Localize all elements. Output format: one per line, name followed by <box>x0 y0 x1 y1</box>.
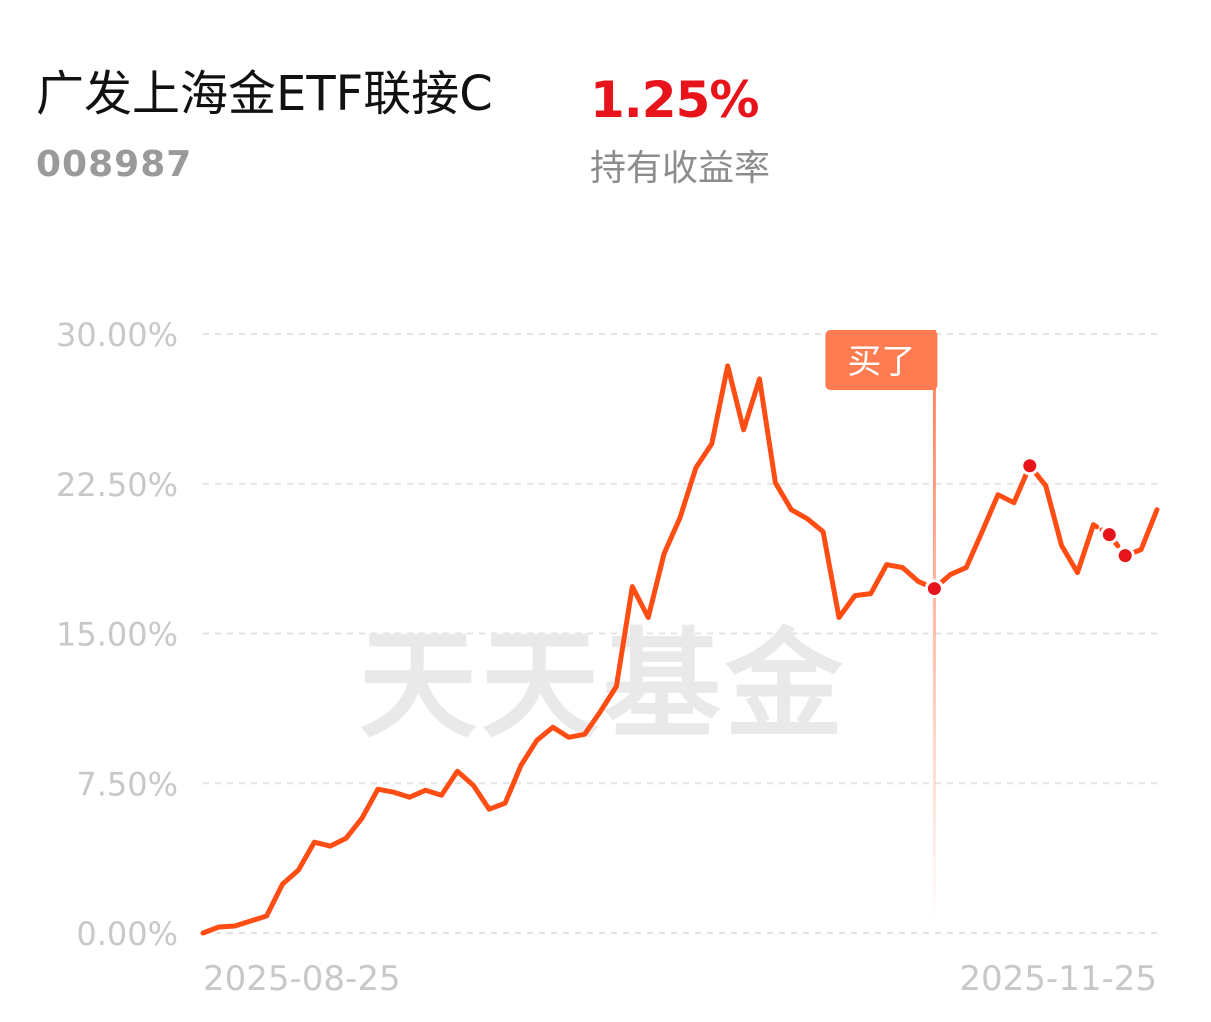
highlight-point[interactable] <box>924 579 944 599</box>
fund-code: 008987 <box>36 144 193 185</box>
buy-marker-tag[interactable] <box>825 330 938 390</box>
y-axis-ticks: 30.00% 22.50% 15.00% 7.50% 0.00% <box>56 316 178 953</box>
highlight-point[interactable] <box>1115 546 1135 566</box>
y-tick-label: 22.50% <box>56 466 178 504</box>
holding-return-label: 持有收益率 <box>590 148 771 189</box>
watermark-text: 天天基金 <box>359 615 847 754</box>
x-axis-ticks: 2025-08-25 2025-11-25 <box>203 959 1157 999</box>
fund-name: 广发上海金ETF联接C <box>36 66 493 122</box>
y-tick-label: 0.00% <box>76 915 178 953</box>
buy-marker-line <box>932 330 936 922</box>
y-tick-label: 15.00% <box>56 616 178 654</box>
highlight-point[interactable] <box>1099 525 1119 545</box>
highlight-point[interactable] <box>1020 456 1040 476</box>
y-tick-label: 30.00% <box>56 316 178 354</box>
buy-marker-label: 买了 <box>847 342 915 382</box>
holding-return-value: 1.25% <box>590 71 759 129</box>
highlight-points[interactable] <box>924 456 1135 599</box>
y-tick-label: 7.50% <box>76 765 178 803</box>
x-tick-label-end: 2025-11-25 <box>959 959 1157 999</box>
buy-marker[interactable]: 买了 <box>825 330 938 922</box>
x-tick-label-start: 2025-08-25 <box>203 959 401 999</box>
grid-lines <box>203 333 1157 934</box>
series-line-segment <box>200 363 1096 936</box>
